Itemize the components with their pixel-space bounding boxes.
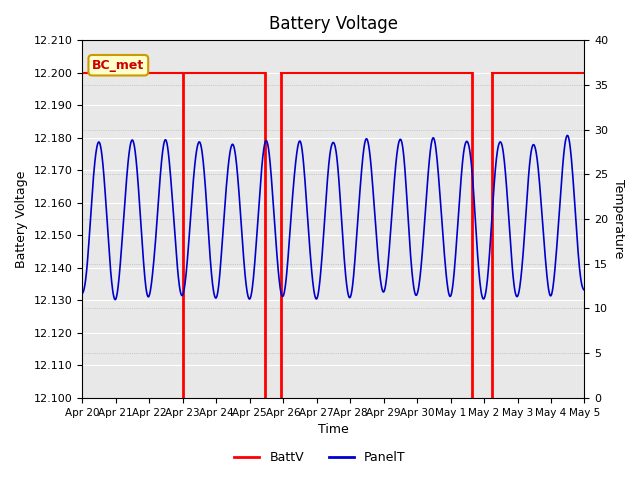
Title: Battery Voltage: Battery Voltage xyxy=(269,15,398,33)
Text: BC_met: BC_met xyxy=(92,59,145,72)
Y-axis label: Battery Voltage: Battery Voltage xyxy=(15,170,28,268)
Y-axis label: Temperature: Temperature xyxy=(612,180,625,259)
X-axis label: Time: Time xyxy=(318,423,349,436)
Legend: BattV, PanelT: BattV, PanelT xyxy=(229,446,411,469)
